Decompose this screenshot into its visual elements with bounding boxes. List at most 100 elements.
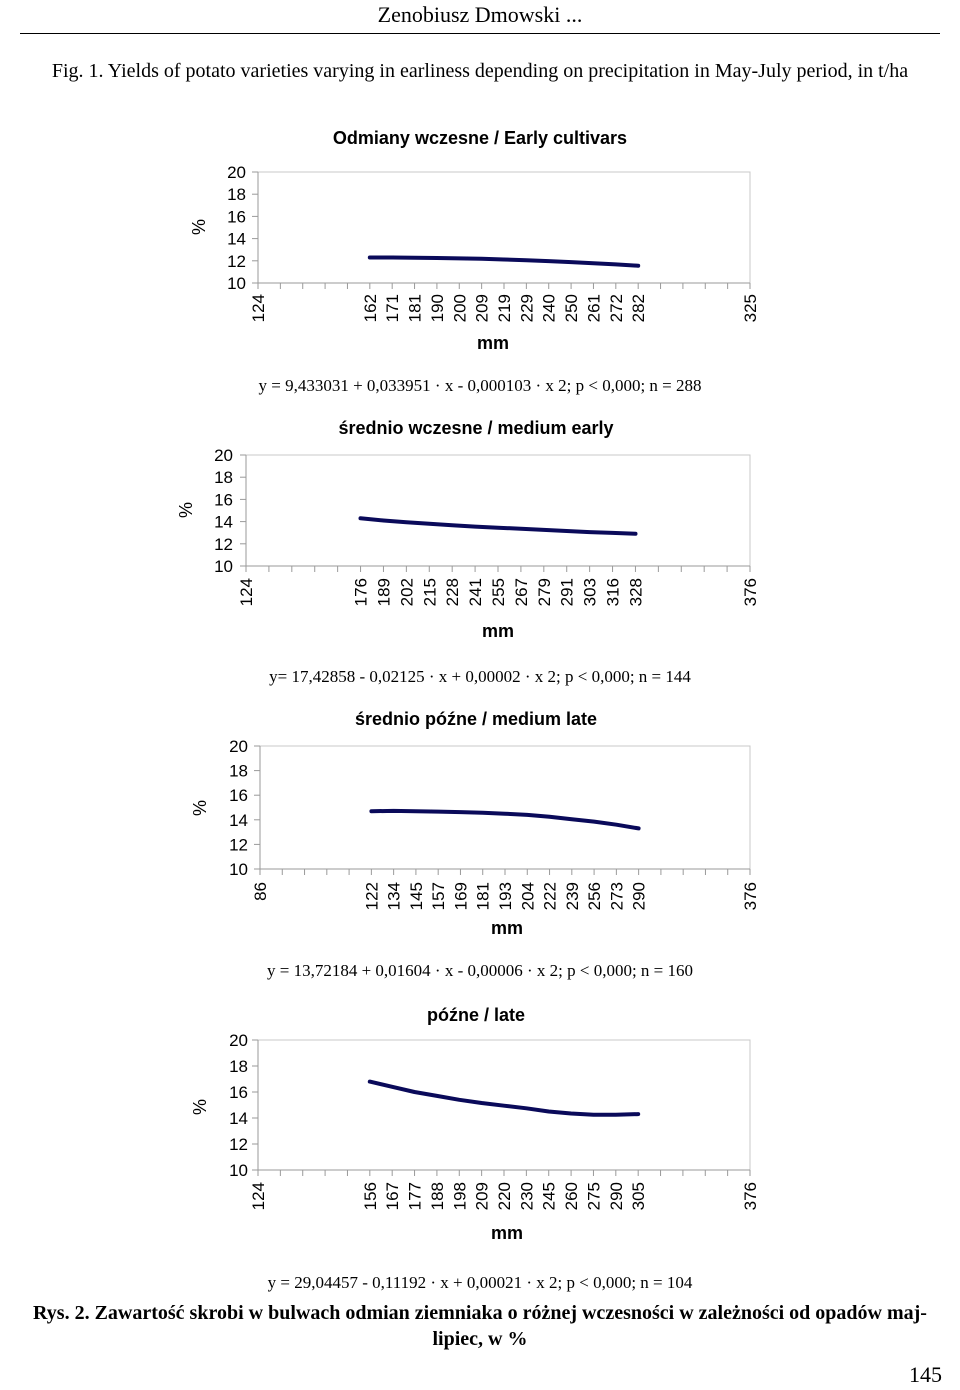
y-axis-label: %	[176, 502, 196, 518]
x-tick-label: 162	[361, 294, 380, 322]
y-tick-label: 20	[229, 737, 248, 756]
y-tick-label: 10	[229, 860, 248, 879]
equation-late: y = 29,04457 - 0,11192 · x + 0,00021 · x…	[267, 1273, 693, 1292]
plot-frame	[258, 1039, 751, 1170]
figure-caption: Fig. 1. Yields of potato varieties varyi…	[51, 60, 909, 82]
y-tick-label: 18	[227, 185, 246, 204]
equation-early: y = 9,433031 + 0,033951 · x - 0,000103 ·…	[258, 376, 702, 395]
x-tick-label: 156	[361, 1182, 380, 1210]
x-axis-label: mm	[477, 333, 509, 353]
x-tick-label: 200	[450, 294, 469, 322]
x-axis-label: mm	[491, 1223, 523, 1243]
x-tick-label: 171	[383, 294, 402, 322]
page-number: 145	[909, 1362, 942, 1387]
x-tick-label: 176	[352, 578, 371, 606]
x-tick-label: 256	[585, 882, 604, 910]
equation-medium-early: y= 17,42858 - 0,02125 · x + 0,00002 · x …	[269, 667, 691, 686]
y-tick-label: 20	[227, 163, 246, 182]
y-axis-label: %	[190, 800, 210, 816]
x-tick-label: 230	[517, 1182, 536, 1210]
series-curve	[367, 255, 641, 268]
x-tick-label: 316	[604, 578, 623, 606]
y-tick-label: 14	[227, 230, 246, 249]
y-tick-label: 12	[229, 1135, 248, 1154]
x-tick-label: 240	[540, 294, 559, 322]
x-axis-label: mm	[491, 918, 523, 938]
x-tick-label: 198	[450, 1182, 469, 1210]
x-tick-label: 145	[407, 882, 426, 910]
chart-medium-early: 20 18 16 14 12 10% średnio wczesne / medium ea…	[176, 418, 760, 641]
x-tick-label: 189	[374, 578, 393, 606]
series-curve	[369, 808, 641, 831]
x-tick-label: 305	[629, 1182, 648, 1210]
x-tick-label: 376	[741, 882, 760, 910]
x-tick-label: 290	[607, 1182, 626, 1210]
x-tick-label: 209	[473, 294, 492, 322]
y-tick-label: 18	[214, 468, 233, 487]
x-tick-label: 167	[383, 1182, 402, 1210]
x-tick-label: 239	[563, 882, 582, 910]
y-tick-label: 12	[227, 252, 246, 271]
y-tick-label: 14	[214, 513, 233, 532]
y-tick-label: 20	[214, 446, 233, 465]
x-tick-label: 290	[630, 882, 649, 910]
x-tick-label: 134	[385, 882, 404, 910]
x-tick-label: 86	[251, 882, 270, 901]
x-tick-label: 279	[535, 578, 554, 606]
x-tick-label: 157	[429, 882, 448, 910]
x-tick-label: 228	[443, 578, 462, 606]
chart-title: Odmiany wczesne / Early cultivars	[333, 128, 627, 148]
header-rule	[20, 33, 940, 34]
y-tick-label: 18	[229, 762, 248, 781]
x-tick-label: 376	[741, 1182, 760, 1210]
chart-medium-late: 20 18 16 14 12 10% średnio późne / medium late…	[190, 709, 760, 938]
y-axis-label: %	[189, 219, 209, 235]
y-tick-label: 14	[229, 811, 248, 830]
y-tick-label: 10	[229, 1161, 248, 1180]
plot-frame	[246, 454, 751, 566]
chart-title: średnio wczesne / medium early	[338, 418, 613, 438]
x-tick-label: 181	[474, 882, 493, 910]
x-tick-label: 124	[249, 1182, 268, 1210]
y-tick-label: 16	[229, 1083, 248, 1102]
equation-medium-late: y = 13,72184 + 0,01604 · x - 0,00006 · x…	[266, 961, 694, 980]
x-tick-label: 229	[517, 294, 536, 322]
y-tick-label: 10	[214, 557, 233, 576]
x-tick-label: 260	[562, 1182, 581, 1210]
x-tick-label: 272	[607, 294, 626, 322]
x-tick-label: 219	[495, 294, 514, 322]
chart-title: późne / late	[427, 1005, 525, 1025]
x-tick-label: 291	[558, 578, 577, 606]
series-curve	[367, 1079, 641, 1117]
x-tick-label: 245	[540, 1182, 559, 1210]
running-header: Zenobiusz Dmowski ...	[377, 2, 583, 27]
x-tick-label: 328	[626, 578, 645, 606]
y-tick-label: 12	[229, 835, 248, 854]
x-tick-label: 204	[518, 882, 537, 910]
x-tick-label: 124	[237, 578, 256, 606]
x-tick-label: 275	[584, 1182, 603, 1210]
x-tick-label: 122	[362, 882, 381, 910]
x-tick-label: 209	[473, 1182, 492, 1210]
x-tick-label: 325	[741, 294, 760, 322]
y-axis-label: %	[190, 1099, 210, 1115]
x-tick-label: 267	[512, 578, 531, 606]
x-tick-label: 215	[420, 578, 439, 606]
y-tick-label: 18	[229, 1057, 248, 1076]
x-tick-label: 220	[495, 1182, 514, 1210]
y-tick-label: 14	[229, 1109, 248, 1128]
plot-frame	[260, 745, 751, 869]
x-tick-label: 241	[466, 578, 485, 606]
chart-title: średnio późne / medium late	[355, 709, 597, 729]
x-tick-label: 188	[428, 1182, 447, 1210]
chart-early-cultivars: 20 18 16 14 12 10% Odmiany wczesne / Early cul…	[189, 128, 760, 353]
x-tick-label: 181	[406, 294, 425, 322]
y-tick-label: 16	[227, 207, 246, 226]
series-curve	[358, 516, 638, 536]
x-tick-label: 190	[428, 294, 447, 322]
x-tick-label: 124	[249, 294, 268, 322]
x-tick-label: 303	[581, 578, 600, 606]
x-tick-label: 177	[406, 1182, 425, 1210]
plot-frame	[258, 171, 751, 283]
chart-late: 20 18 16 14 12 10% późne / late 124 156 167 177 188…	[190, 1005, 760, 1243]
